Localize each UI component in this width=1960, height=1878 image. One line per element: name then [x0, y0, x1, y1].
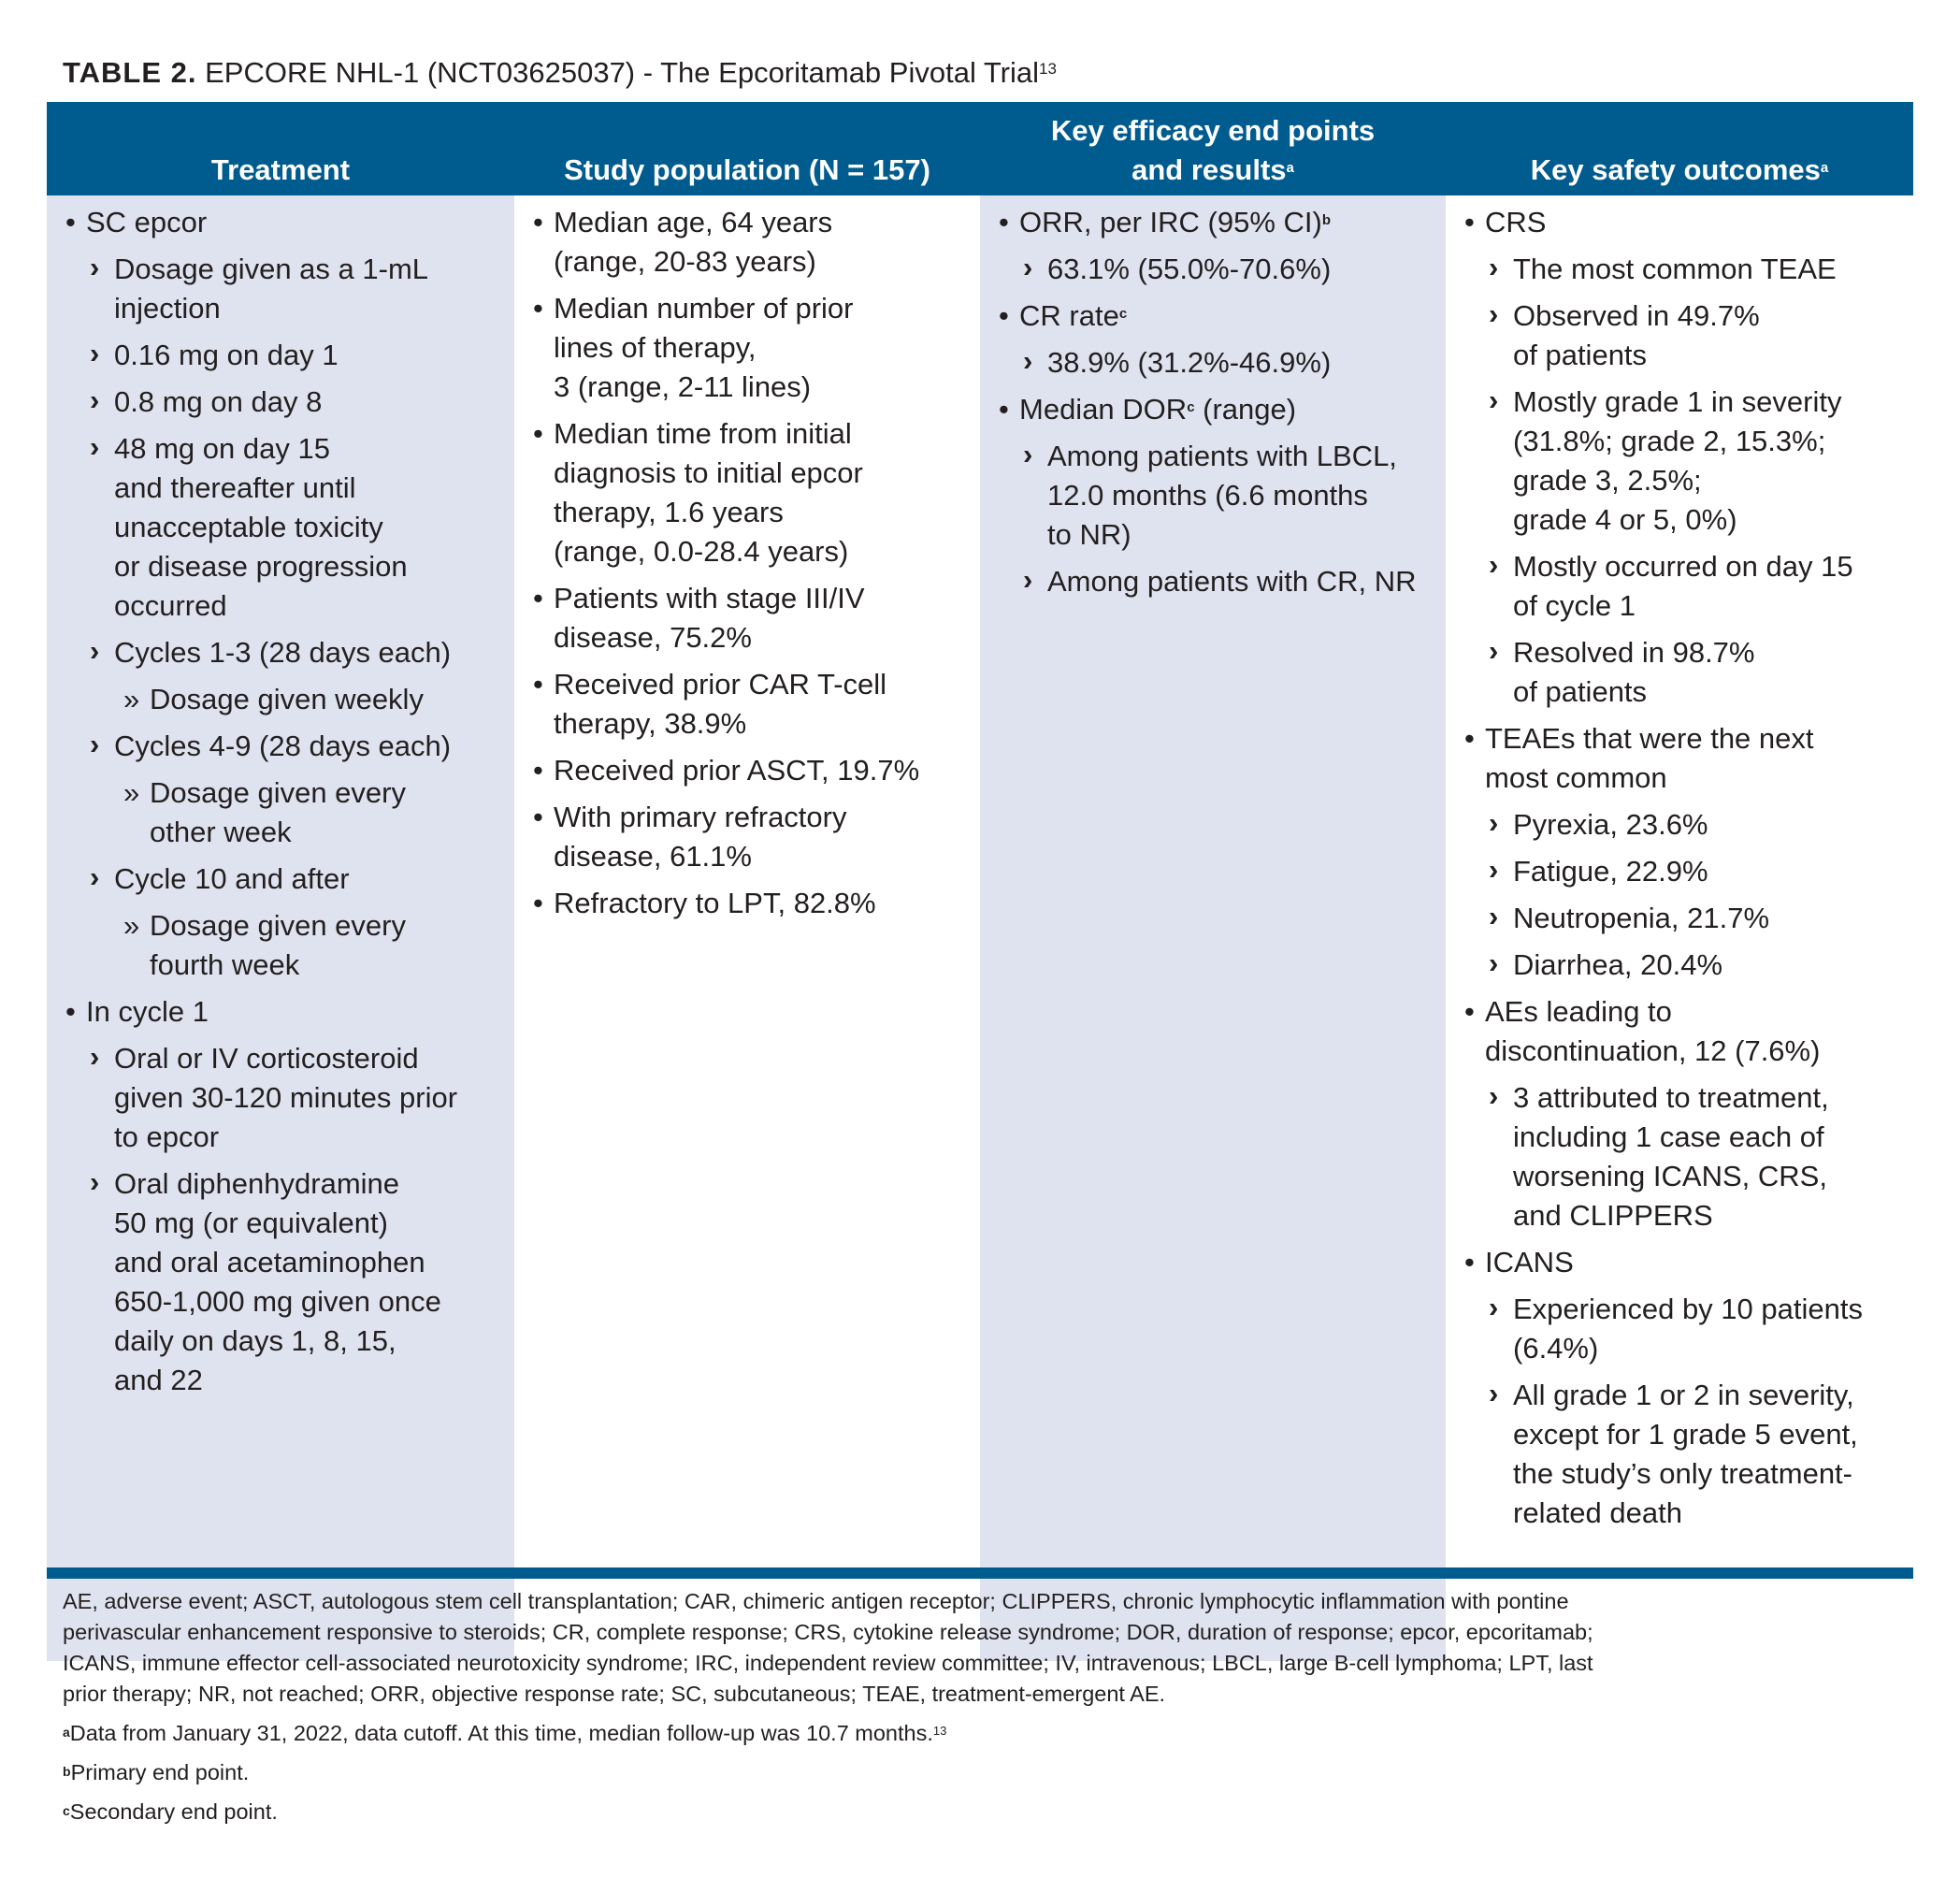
footnote-c: cSecondary end point.	[63, 1799, 278, 1824]
list-item: 0.8 mg on day 8	[47, 381, 514, 422]
list-item: Refractory to LPT, 82.8%	[514, 884, 980, 923]
table-footnotes: AE, adverse event; ASCT, autologous stem…	[63, 1586, 1886, 1827]
list-item: Median DORc (range)	[980, 390, 1446, 429]
list-item: Fatigue, 22.9%	[1446, 850, 1913, 891]
list-item: 63.1% (55.0%-70.6%)	[980, 248, 1446, 289]
list-item: Experienced by 10 patients(6.4%)	[1446, 1288, 1913, 1368]
list-item: 38.9% (31.2%-46.9%)	[980, 341, 1446, 383]
safety-cell: CRS The most common TEAE Observed in 49.…	[1446, 195, 1913, 1661]
list-item: CR ratec	[980, 296, 1446, 336]
header-key-safety: Key safety outcomesa	[1530, 153, 1829, 186]
list-item: Diarrhea, 20.4%	[1446, 944, 1913, 985]
list-item: 3 attributed to treatment,including 1 ca…	[1446, 1076, 1913, 1235]
table-body-row: SC epcor Dosage given as a 1-mLinjection…	[47, 195, 1913, 1661]
list-item: Cycles 1-3 (28 days each)	[47, 631, 514, 672]
footnote-b: bPrimary end point.	[63, 1760, 250, 1784]
list-item: Resolved in 98.7%of patients	[1446, 631, 1913, 712]
list-item: Dosage given weekly	[47, 680, 514, 719]
list-item: ICANS	[1446, 1243, 1913, 1282]
title-reference: 13	[1039, 60, 1057, 78]
list-item: 0.16 mg on day 1	[47, 334, 514, 375]
header-treatment: Treatment	[210, 153, 351, 186]
list-item: Received prior ASCT, 19.7%	[514, 751, 980, 790]
list-item: Median age, 64 years(range, 20-83 years)	[514, 203, 980, 282]
list-item: Cycle 10 and after	[47, 858, 514, 899]
table-header-row: Treatment Study population (N = 157) Key…	[47, 102, 1913, 195]
list-item: The most common TEAE	[1446, 248, 1913, 289]
list-item: Among patients with LBCL,12.0 months (6.…	[980, 435, 1446, 555]
trial-table: Treatment Study population (N = 157) Key…	[47, 102, 1913, 1661]
footnote-a: aData from January 31, 2022, data cutoff…	[63, 1721, 947, 1745]
list-item: All grade 1 or 2 in severity,except for …	[1446, 1374, 1913, 1533]
list-item: Cycles 4-9 (28 days each)	[47, 725, 514, 766]
list-item: CRS	[1446, 203, 1913, 242]
list-item: SC epcor	[47, 203, 514, 242]
abbreviations: AE, adverse event; ASCT, autologous stem…	[63, 1589, 1593, 1706]
list-item: Observed in 49.7%of patients	[1446, 295, 1913, 375]
list-item: In cycle 1	[47, 992, 514, 1032]
table-title-text: EPCORE NHL-1 (NCT03625037) - The Epcorit…	[205, 56, 1040, 89]
list-item: Neutropenia, 21.7%	[1446, 897, 1913, 938]
header-study-population: Study population (N = 157)	[564, 153, 930, 186]
study-population-cell: Median age, 64 years(range, 20-83 years)…	[514, 195, 980, 1661]
table-label: TABLE 2.	[63, 56, 197, 89]
table-title: TABLE 2. EPCORE NHL-1 (NCT03625037) - Th…	[63, 54, 1057, 92]
table-bottom-rule	[47, 1567, 1913, 1579]
efficacy-cell: ORR, per IRC (95% CI)b 63.1% (55.0%-70.6…	[980, 195, 1446, 1661]
list-item: ORR, per IRC (95% CI)b	[980, 203, 1446, 242]
treatment-cell: SC epcor Dosage given as a 1-mLinjection…	[47, 195, 514, 1661]
list-item: Mostly grade 1 in severity(31.8%; grade …	[1446, 381, 1913, 540]
header-key-efficacy: Key efficacy end points and resultsa	[1050, 114, 1376, 186]
list-item: Pyrexia, 23.6%	[1446, 803, 1913, 845]
list-item: Among patients with CR, NR	[980, 560, 1446, 601]
